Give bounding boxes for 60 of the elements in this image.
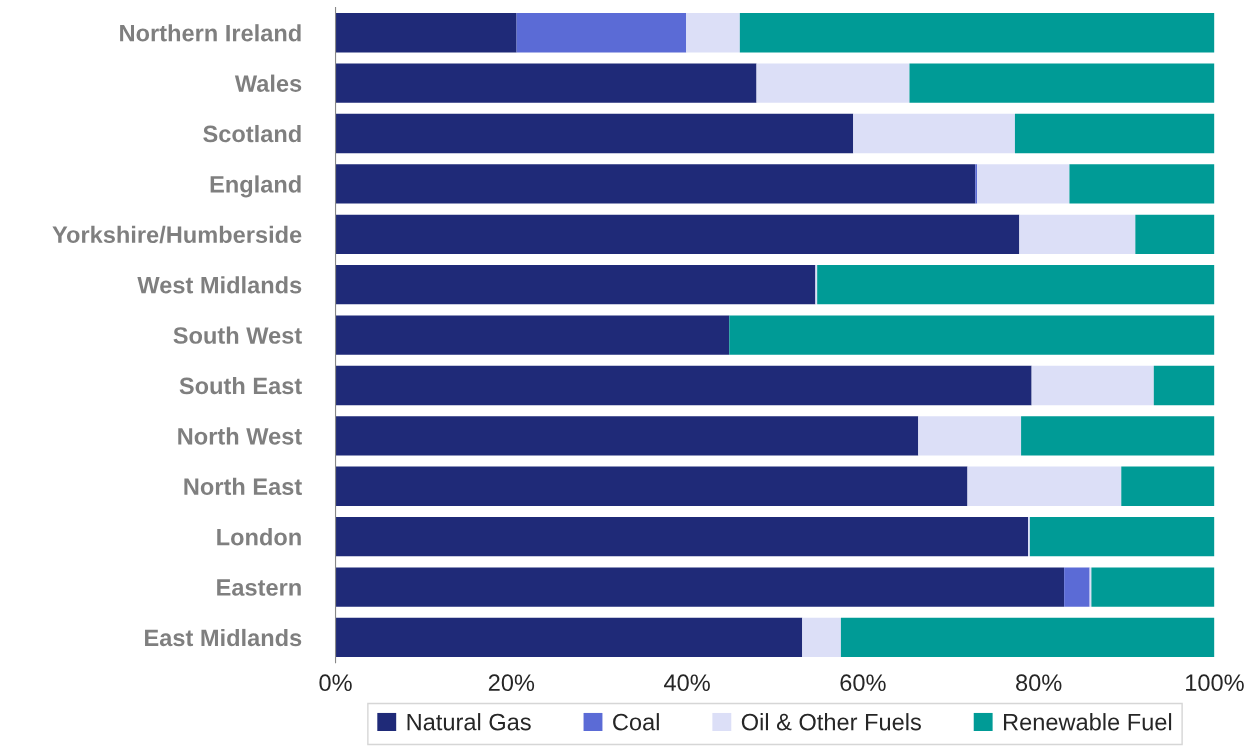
bar <box>967 466 1122 506</box>
bar <box>335 265 816 305</box>
y-tick-label: North West <box>178 427 302 445</box>
bar <box>335 567 1065 607</box>
y-tick-label: Eastern <box>217 579 301 596</box>
bar <box>1069 164 1215 204</box>
bar <box>802 617 841 658</box>
x-tick-label: 20% <box>488 674 535 692</box>
bar <box>335 13 517 53</box>
bar <box>853 113 1015 154</box>
bar <box>335 365 1032 406</box>
legend-label: Coal <box>613 713 659 731</box>
bar <box>335 63 757 103</box>
bar <box>1091 567 1215 607</box>
bar <box>1014 113 1215 154</box>
y-tick-label: Scotland <box>203 124 301 143</box>
bar <box>977 164 1070 204</box>
bar <box>1029 517 1215 557</box>
bar <box>918 416 1022 456</box>
y-tick-label: West Midlands <box>137 276 302 294</box>
bar <box>335 416 919 456</box>
bar <box>840 617 1215 658</box>
bar <box>335 315 730 355</box>
x-tick-label: 0% <box>319 674 352 692</box>
bar <box>1121 466 1215 506</box>
bar <box>335 466 968 506</box>
legend-label: Renewable Fuel <box>1004 713 1172 731</box>
bar <box>1021 416 1215 456</box>
y-tick-label: South West <box>173 326 302 344</box>
bar <box>756 63 910 103</box>
bar <box>335 164 976 204</box>
x-tick-label: 80% <box>1016 674 1062 692</box>
bar <box>1135 214 1215 254</box>
y-tick-label: Northern Ireland <box>120 24 301 42</box>
bar <box>686 13 740 53</box>
x-tick-label: 60% <box>840 674 886 692</box>
legend-label: Natural Gas <box>407 713 531 731</box>
y-tick-label: South East <box>179 376 302 395</box>
bar <box>335 617 803 658</box>
bar <box>1153 365 1215 406</box>
bar <box>1031 365 1154 406</box>
x-tick-label: 40% <box>664 674 710 692</box>
bar <box>729 315 1215 355</box>
bar <box>739 13 1215 53</box>
bar <box>335 113 854 154</box>
y-tick-label: England <box>210 175 301 198</box>
y-tick-label: Yorkshire/Humberside <box>52 225 302 244</box>
bar <box>1064 567 1090 607</box>
bar <box>909 63 1215 103</box>
x-tick-label: 100% <box>1186 674 1244 692</box>
y-tick-label: London <box>217 528 301 546</box>
y-tick-label: Wales <box>234 74 302 92</box>
bar <box>1019 214 1136 254</box>
bar <box>516 13 687 53</box>
bar <box>335 214 1020 254</box>
bar <box>817 265 1215 305</box>
legend-label: Oil & Other Fuels <box>741 713 921 731</box>
bar <box>335 517 1029 557</box>
y-tick-label: North East <box>184 477 302 496</box>
y-tick-label: East Midlands <box>145 628 302 647</box>
